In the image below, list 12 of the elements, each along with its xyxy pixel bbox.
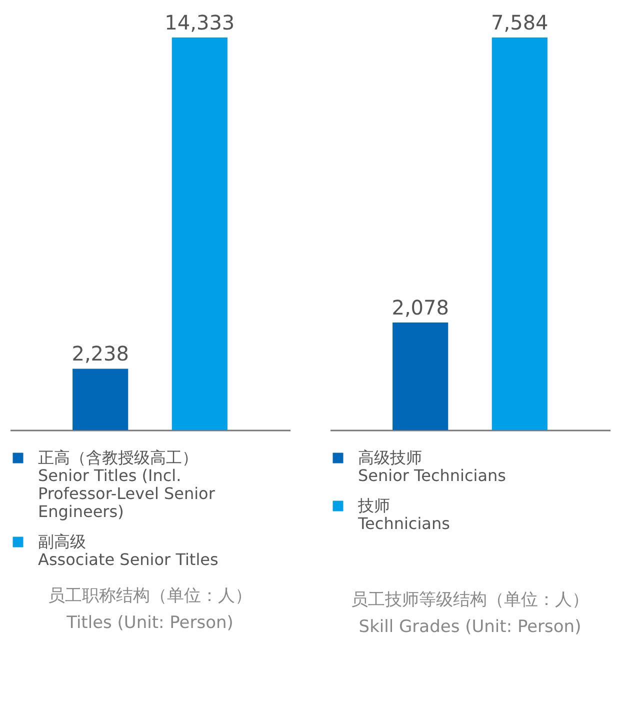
data-label: 2,078: [392, 295, 449, 320]
text: Skill Grades (Unit: Person): [358, 617, 582, 637]
text: 员工技师等级结构（单位：人）: [351, 590, 589, 610]
text: Titles (Unit: Person): [66, 613, 234, 633]
data-label: 7,584: [491, 10, 548, 34]
legend-label: 技师 Technicians: [357, 496, 450, 533]
legend-label: 正高（含教授级高工） Senior Titles (Incl. Professor-Level Senior Engineers): [38, 448, 216, 521]
data-label: 14,333: [164, 10, 235, 34]
legend-label: 高级技师 Senior Technicians: [358, 448, 506, 485]
legend-label: 副高级 Associate Senior Titles: [38, 532, 218, 569]
text: 员工职称结构（单位：人）: [48, 586, 252, 606]
data-label: 2,238: [72, 342, 129, 366]
